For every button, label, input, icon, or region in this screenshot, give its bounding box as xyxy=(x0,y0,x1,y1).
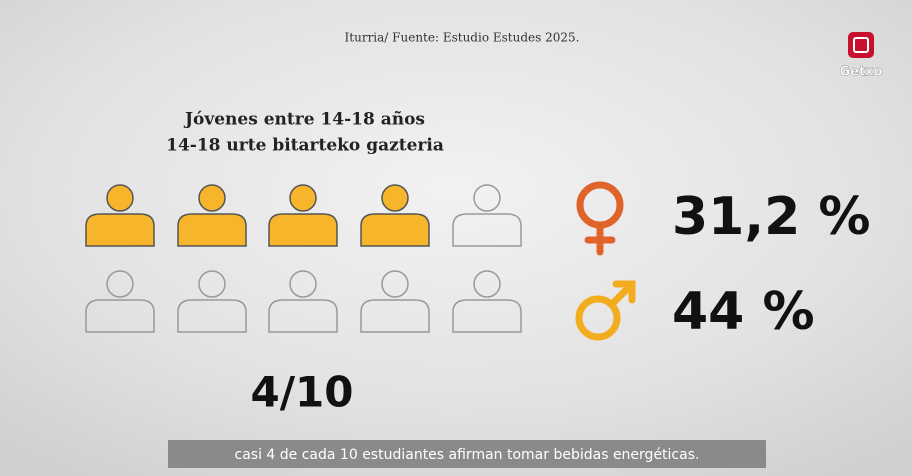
caption: casi 4 de cada 10 estudiantes afirman to… xyxy=(235,447,700,463)
fraction: 4/10 xyxy=(250,368,353,417)
title-line: 14-18 urte bitarteko gazteria xyxy=(166,136,444,156)
male-percent: 44 % xyxy=(672,282,815,342)
source: Iturria/ Fuente: Estudio Estudes 2025. xyxy=(345,31,580,45)
logo-text: Getxo xyxy=(839,65,882,80)
female-percent: 31,2 % xyxy=(672,187,871,247)
title-line: Jóvenes entre 14-18 años xyxy=(183,110,425,130)
infographic: Iturria/ Fuente: Estudio Estudes 2025. G… xyxy=(0,0,912,476)
